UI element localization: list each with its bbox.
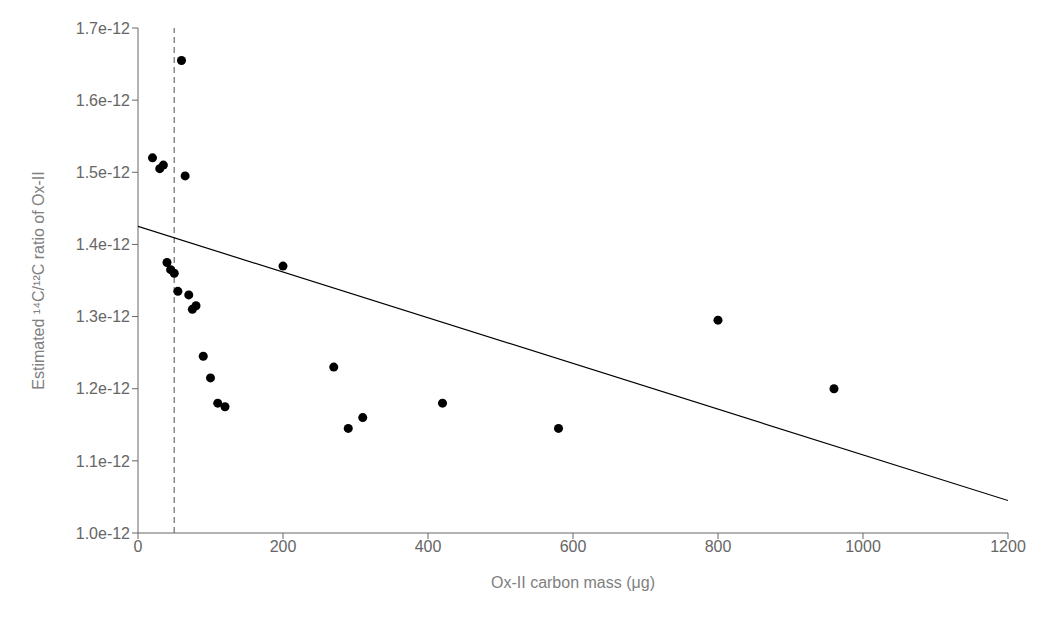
svg-text:1.1e-12: 1.1e-12 — [76, 453, 130, 470]
svg-text:400: 400 — [415, 538, 442, 555]
svg-text:1.5e-12: 1.5e-12 — [76, 164, 130, 181]
svg-text:1000: 1000 — [845, 538, 881, 555]
svg-text:600: 600 — [560, 538, 587, 555]
svg-text:800: 800 — [705, 538, 732, 555]
svg-text:1.3e-12: 1.3e-12 — [76, 308, 130, 325]
svg-text:Ox-II carbon mass (μg): Ox-II carbon mass (μg) — [491, 574, 655, 591]
svg-text:1200: 1200 — [990, 538, 1026, 555]
svg-text:Estimated ¹⁴C/¹²C ratio of Ox-: Estimated ¹⁴C/¹²C ratio of Ox-II — [30, 171, 47, 389]
svg-text:1.7e-12: 1.7e-12 — [76, 20, 130, 37]
svg-text:1.4e-12: 1.4e-12 — [76, 236, 130, 253]
svg-text:1.0e-12: 1.0e-12 — [76, 525, 130, 542]
svg-text:1.6e-12: 1.6e-12 — [76, 92, 130, 109]
svg-text:200: 200 — [270, 538, 297, 555]
svg-text:1.2e-12: 1.2e-12 — [76, 380, 130, 397]
svg-text:0: 0 — [134, 538, 143, 555]
